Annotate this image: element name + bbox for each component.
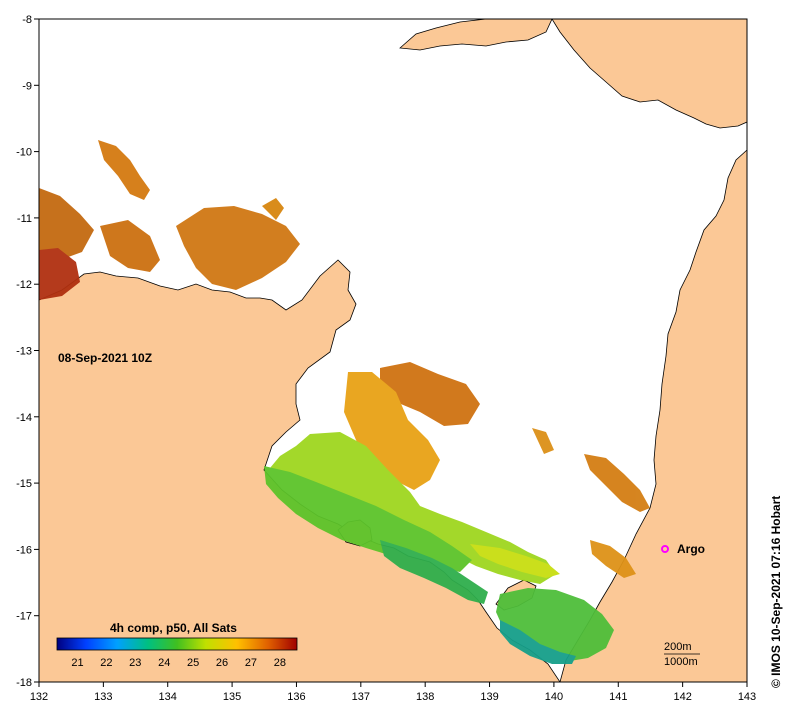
lon-tick-label: 137 — [352, 691, 370, 703]
lat-tick-label: -14 — [16, 412, 32, 424]
lon-tick-label: 143 — [738, 691, 756, 703]
lon-tick-label: 140 — [545, 691, 563, 703]
lon-tick-label: 134 — [159, 691, 177, 703]
lat-tick-label: -15 — [16, 478, 32, 490]
lon-tick-label: 139 — [480, 691, 498, 703]
land-top-islands — [399, 19, 553, 51]
lat-tick-label: -12 — [16, 279, 32, 291]
lat-tick-label: -13 — [16, 346, 32, 358]
lat-tick-label: -8 — [22, 14, 32, 26]
lon-tick-label: 142 — [673, 691, 691, 703]
credit-text: © IMOS 10-Sep-2021 07:16 Hobart — [769, 496, 783, 688]
argo-label: Argo — [677, 542, 705, 556]
colorbar-gradient — [56, 637, 298, 651]
argo-dot[interactable] — [661, 545, 669, 553]
colorbar-ticks: 21 22 23 24 25 26 27 28 — [71, 657, 286, 669]
lat-tick-label: -9 — [22, 80, 32, 92]
argo-marker[interactable]: Argo — [661, 542, 705, 556]
lon-tick-label: 136 — [287, 691, 305, 703]
colorbar-tick-label: 21 — [71, 657, 83, 669]
colorbar: 4h comp, p50, All Sats 21 22 23 24 25 26 27 28 — [56, 621, 298, 669]
lon-tick-label: 135 — [223, 691, 241, 703]
colorbar-tick-label: 28 — [274, 657, 286, 669]
colorbar-tick-label: 25 — [187, 657, 199, 669]
date-label: 08-Sep-2021 10Z — [58, 351, 152, 365]
lon-tick-label: 141 — [609, 691, 627, 703]
colorbar-tick-label: 23 — [129, 657, 141, 669]
lat-tick-label: -10 — [16, 147, 32, 159]
lon-tick-label: 132 — [30, 691, 48, 703]
scale-label-200m: 200m — [664, 641, 692, 653]
lat-tick-label: -11 — [17, 213, 32, 225]
colorbar-tick-label: 26 — [216, 657, 228, 669]
latitude-axis: -8 -9 -10 -11 -12 -13 -14 -15 -16 -17 -18 — [16, 14, 39, 689]
lon-tick-label: 133 — [94, 691, 112, 703]
colorbar-tick-label: 24 — [158, 657, 170, 669]
colorbar-title: 4h comp, p50, All Sats — [110, 621, 237, 635]
scale-label-1000m: 1000m — [664, 656, 698, 668]
lon-tick-label: 138 — [416, 691, 434, 703]
colorbar-tick-label: 22 — [100, 657, 112, 669]
land-east-coast — [551, 19, 747, 129]
sst-layer — [39, 140, 650, 664]
lat-tick-label: -17 — [16, 611, 32, 623]
lat-tick-label: -16 — [16, 544, 32, 556]
lat-tick-label: -18 — [16, 677, 32, 689]
colorbar-tick-label: 27 — [245, 657, 257, 669]
longitude-axis: 132 133 134 135 136 137 138 139 140 141 142 143 — [30, 682, 756, 703]
depth-scale: 200m 1000m — [664, 641, 700, 668]
